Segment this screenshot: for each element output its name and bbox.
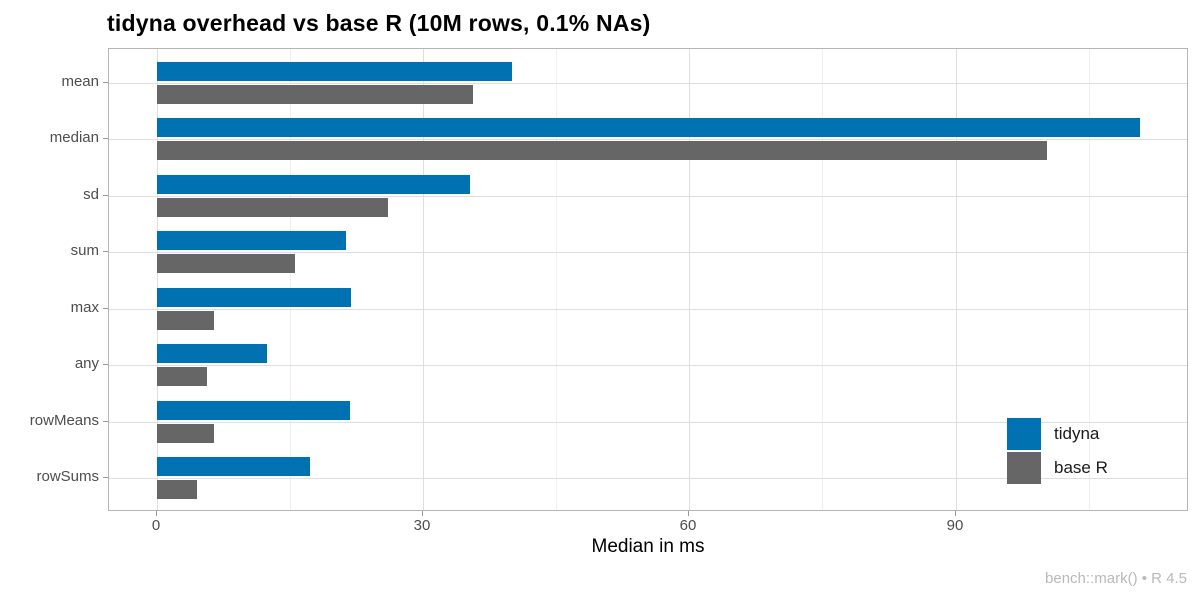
y-label-median: median [49, 129, 99, 146]
y-label-rowMeans: rowMeans [29, 412, 99, 429]
bar-base-R-median [156, 141, 1047, 160]
x-tick-label-60: 60 [679, 517, 697, 534]
x-axis-title: Median in ms [591, 536, 705, 557]
y-label-any: any [74, 355, 99, 372]
legend-label-base-r: base R [1054, 457, 1108, 477]
legend-key-base-r [1007, 451, 1041, 484]
bar-tidyna-rowSums [156, 457, 310, 476]
gridline-cat-rowMeans [109, 422, 1187, 423]
bar-base-R-any [156, 367, 207, 386]
chart-title: tidyna overhead vs base R (10M rows, 0.1… [107, 10, 651, 36]
y-tick-any [103, 364, 108, 365]
bar-tidyna-rowMeans [156, 401, 350, 420]
y-label-sd: sd [83, 186, 99, 203]
y-tick-rowMeans [103, 421, 108, 422]
gridline-cat-max [109, 309, 1187, 310]
legend: tidyna base R [1007, 417, 1108, 485]
caption: bench::mark() • R 4.5 [1045, 570, 1187, 587]
x-tick-60 [688, 511, 689, 516]
bar-base-R-mean [156, 85, 473, 104]
gridline-major-90 [955, 49, 957, 510]
gridline-major-30 [423, 49, 425, 510]
x-tick-30 [422, 511, 423, 516]
bar-tidyna-sd [156, 175, 470, 194]
gridline-cat-sum [109, 252, 1187, 253]
bar-tidyna-any [156, 344, 267, 363]
y-label-sum: sum [70, 242, 99, 259]
bar-base-R-sd [156, 198, 388, 217]
y-tick-rowSums [103, 477, 108, 478]
bar-tidyna-sum [156, 231, 346, 250]
gridline-minor-75 [822, 49, 824, 510]
x-tick-label-90: 90 [946, 517, 964, 534]
legend-item-tidyna: tidyna [1007, 417, 1108, 450]
y-label-max: max [70, 299, 99, 316]
y-tick-sum [103, 251, 108, 252]
gridline-major-60 [689, 49, 691, 510]
bar-base-R-rowSums [156, 480, 197, 499]
bar-base-R-max [156, 311, 214, 330]
y-label-mean: mean [61, 73, 99, 90]
legend-label-tidyna: tidyna [1054, 423, 1100, 443]
x-tick-90 [955, 511, 956, 516]
legend-item-base-r: base R [1007, 451, 1108, 484]
y-label-rowSums: rowSums [36, 468, 99, 485]
bar-tidyna-median [156, 118, 1140, 137]
gridline-major-0 [156, 49, 158, 510]
gridline-minor-45 [556, 49, 558, 510]
gridline-cat-any [109, 365, 1187, 366]
y-tick-mean [103, 82, 108, 83]
gridline-minor-15 [290, 49, 292, 510]
y-tick-median [103, 138, 108, 139]
bar-tidyna-mean [156, 62, 512, 81]
x-tick-label-0: 0 [151, 517, 161, 534]
gridline-cat-mean [109, 83, 1187, 84]
x-tick-0 [156, 511, 157, 516]
gridline-minor-105 [1088, 49, 1090, 510]
bar-base-R-sum [156, 254, 295, 273]
bar-tidyna-max [156, 288, 351, 307]
bar-base-R-rowMeans [156, 424, 214, 443]
gridline-cat-sd [109, 196, 1187, 197]
legend-key-tidyna [1007, 417, 1041, 450]
plot-panel [108, 48, 1188, 511]
x-tick-label-30: 30 [413, 517, 431, 534]
y-tick-sd [103, 195, 108, 196]
gridline-cat-median [109, 139, 1187, 140]
y-tick-max [103, 308, 108, 309]
gridline-cat-rowSums [109, 478, 1187, 479]
